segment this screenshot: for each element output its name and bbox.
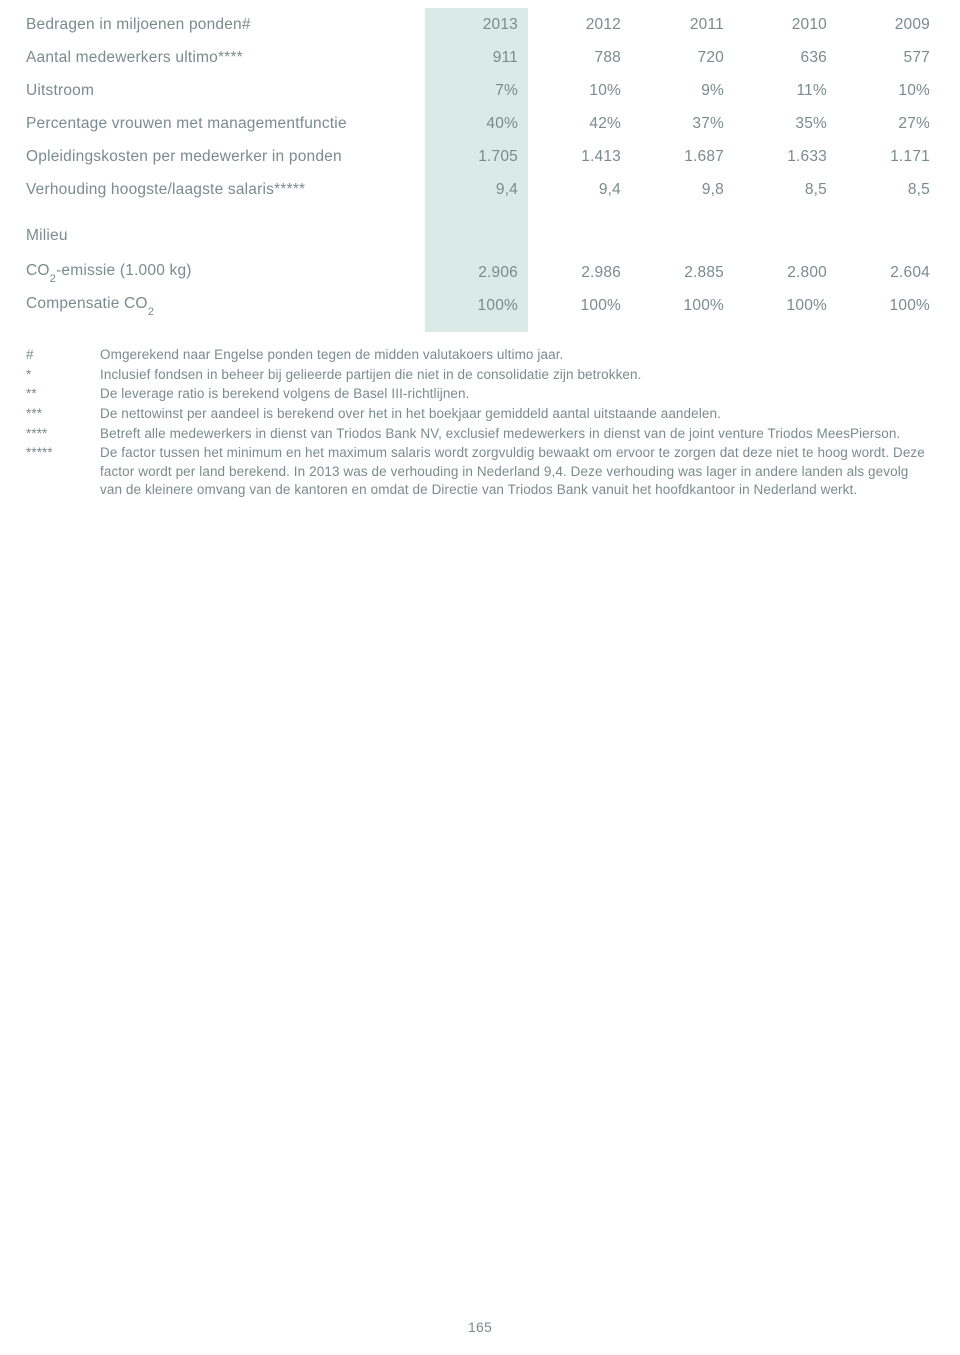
footnote-text: De factor tussen het minimum en het maxi… bbox=[100, 444, 940, 500]
row-value: 8,5 bbox=[734, 173, 837, 206]
row-value: 788 bbox=[528, 41, 631, 74]
footnote-text: Betreft alle medewerkers in dienst van T… bbox=[100, 425, 940, 444]
row-value: 100% bbox=[631, 289, 734, 322]
row-value: 1.687 bbox=[631, 140, 734, 173]
table-header-row: Bedragen in miljoenen ponden# 2013 2012 … bbox=[20, 8, 940, 41]
row-value: 9,8 bbox=[631, 173, 734, 206]
row-value: 100% bbox=[425, 289, 528, 322]
header-year: 2010 bbox=[734, 8, 837, 41]
footnote-row: ** De leverage ratio is berekend volgens… bbox=[20, 385, 940, 404]
footnote-symbol: # bbox=[20, 346, 100, 365]
row-value: 636 bbox=[734, 41, 837, 74]
row-value: 37% bbox=[631, 107, 734, 140]
row-value: 1.705 bbox=[425, 140, 528, 173]
row-value: 10% bbox=[528, 74, 631, 107]
comp-pre: Compensatie CO bbox=[26, 295, 148, 312]
row-value: 2.800 bbox=[734, 256, 837, 289]
table-gap bbox=[20, 322, 940, 332]
table-row: Verhouding hoogste/laagste salaris***** … bbox=[20, 173, 940, 206]
row-value: 35% bbox=[734, 107, 837, 140]
row-label: Percentage vrouwen met managementfunctie bbox=[20, 107, 425, 140]
row-label: Aantal medewerkers ultimo**** bbox=[20, 41, 425, 74]
header-label: Bedragen in miljoenen ponden# bbox=[20, 8, 425, 41]
row-value: 40% bbox=[425, 107, 528, 140]
co2-pre: CO bbox=[26, 262, 50, 279]
footnote-row: ***** De factor tussen het minimum en he… bbox=[20, 444, 940, 500]
footnote-row: *** De nettowinst per aandeel is bereken… bbox=[20, 405, 940, 424]
table-gap bbox=[20, 206, 940, 216]
co2-sub: 2 bbox=[50, 273, 56, 285]
table-row: Uitstroom 7% 10% 9% 11% 10% bbox=[20, 74, 940, 107]
row-value: 9,4 bbox=[425, 173, 528, 206]
table-row: CO2-emissie (1.000 kg) 2.906 2.986 2.885… bbox=[20, 256, 940, 289]
section-row: Milieu bbox=[20, 216, 940, 256]
footnote-symbol: *** bbox=[20, 405, 100, 424]
row-value: 42% bbox=[528, 107, 631, 140]
footnote-row: * Inclusief fondsen in beheer bij geliee… bbox=[20, 366, 940, 385]
row-value: 2.906 bbox=[425, 256, 528, 289]
row-label: CO2-emissie (1.000 kg) bbox=[20, 256, 425, 289]
row-value: 7% bbox=[425, 74, 528, 107]
row-label: Compensatie CO2 bbox=[20, 289, 425, 322]
footnote-text: De leverage ratio is berekend volgens de… bbox=[100, 385, 940, 404]
footnote-text: Inclusief fondsen in beheer bij gelieerd… bbox=[100, 366, 940, 385]
row-value: 1.633 bbox=[734, 140, 837, 173]
row-label: Uitstroom bbox=[20, 74, 425, 107]
footnote-symbol: **** bbox=[20, 425, 100, 444]
row-value: 2.604 bbox=[837, 256, 940, 289]
table-row: Compensatie CO2 100% 100% 100% 100% 100% bbox=[20, 289, 940, 322]
table-row: Percentage vrouwen met managementfunctie… bbox=[20, 107, 940, 140]
row-value: 1.413 bbox=[528, 140, 631, 173]
header-year: 2011 bbox=[631, 8, 734, 41]
footnote-row: # Omgerekend naar Engelse ponden tegen d… bbox=[20, 346, 940, 365]
co2-post: -emissie (1.000 kg) bbox=[56, 262, 192, 279]
footnotes: # Omgerekend naar Engelse ponden tegen d… bbox=[20, 346, 940, 500]
row-value: 911 bbox=[425, 41, 528, 74]
row-value: 10% bbox=[837, 74, 940, 107]
row-label: Verhouding hoogste/laagste salaris***** bbox=[20, 173, 425, 206]
row-value: 9% bbox=[631, 74, 734, 107]
comp-sub: 2 bbox=[148, 306, 154, 318]
row-value: 2.885 bbox=[631, 256, 734, 289]
header-year: 2012 bbox=[528, 8, 631, 41]
row-value: 100% bbox=[528, 289, 631, 322]
row-value: 11% bbox=[734, 74, 837, 107]
row-value: 577 bbox=[837, 41, 940, 74]
row-value: 2.986 bbox=[528, 256, 631, 289]
footnote-symbol: ***** bbox=[20, 444, 100, 500]
row-value: 27% bbox=[837, 107, 940, 140]
row-value: 720 bbox=[631, 41, 734, 74]
footnote-symbol: ** bbox=[20, 385, 100, 404]
footnote-row: **** Betreft alle medewerkers in dienst … bbox=[20, 425, 940, 444]
row-value: 1.171 bbox=[837, 140, 940, 173]
row-value: 100% bbox=[837, 289, 940, 322]
footnote-symbol: * bbox=[20, 366, 100, 385]
row-label: Opleidingskosten per medewerker in ponde… bbox=[20, 140, 425, 173]
header-year: 2013 bbox=[425, 8, 528, 41]
footnote-text: Omgerekend naar Engelse ponden tegen de … bbox=[100, 346, 940, 365]
header-year: 2009 bbox=[837, 8, 940, 41]
row-value: 9,4 bbox=[528, 173, 631, 206]
data-table: Bedragen in miljoenen ponden# 2013 2012 … bbox=[20, 8, 940, 332]
page-number: 165 bbox=[0, 1319, 960, 1335]
row-value: 8,5 bbox=[837, 173, 940, 206]
footnote-text: De nettowinst per aandeel is berekend ov… bbox=[100, 405, 940, 424]
row-value: 100% bbox=[734, 289, 837, 322]
table-row: Opleidingskosten per medewerker in ponde… bbox=[20, 140, 940, 173]
table-row: Aantal medewerkers ultimo**** 911 788 72… bbox=[20, 41, 940, 74]
page-content: Bedragen in miljoenen ponden# 2013 2012 … bbox=[0, 0, 960, 500]
section-label: Milieu bbox=[20, 216, 425, 256]
